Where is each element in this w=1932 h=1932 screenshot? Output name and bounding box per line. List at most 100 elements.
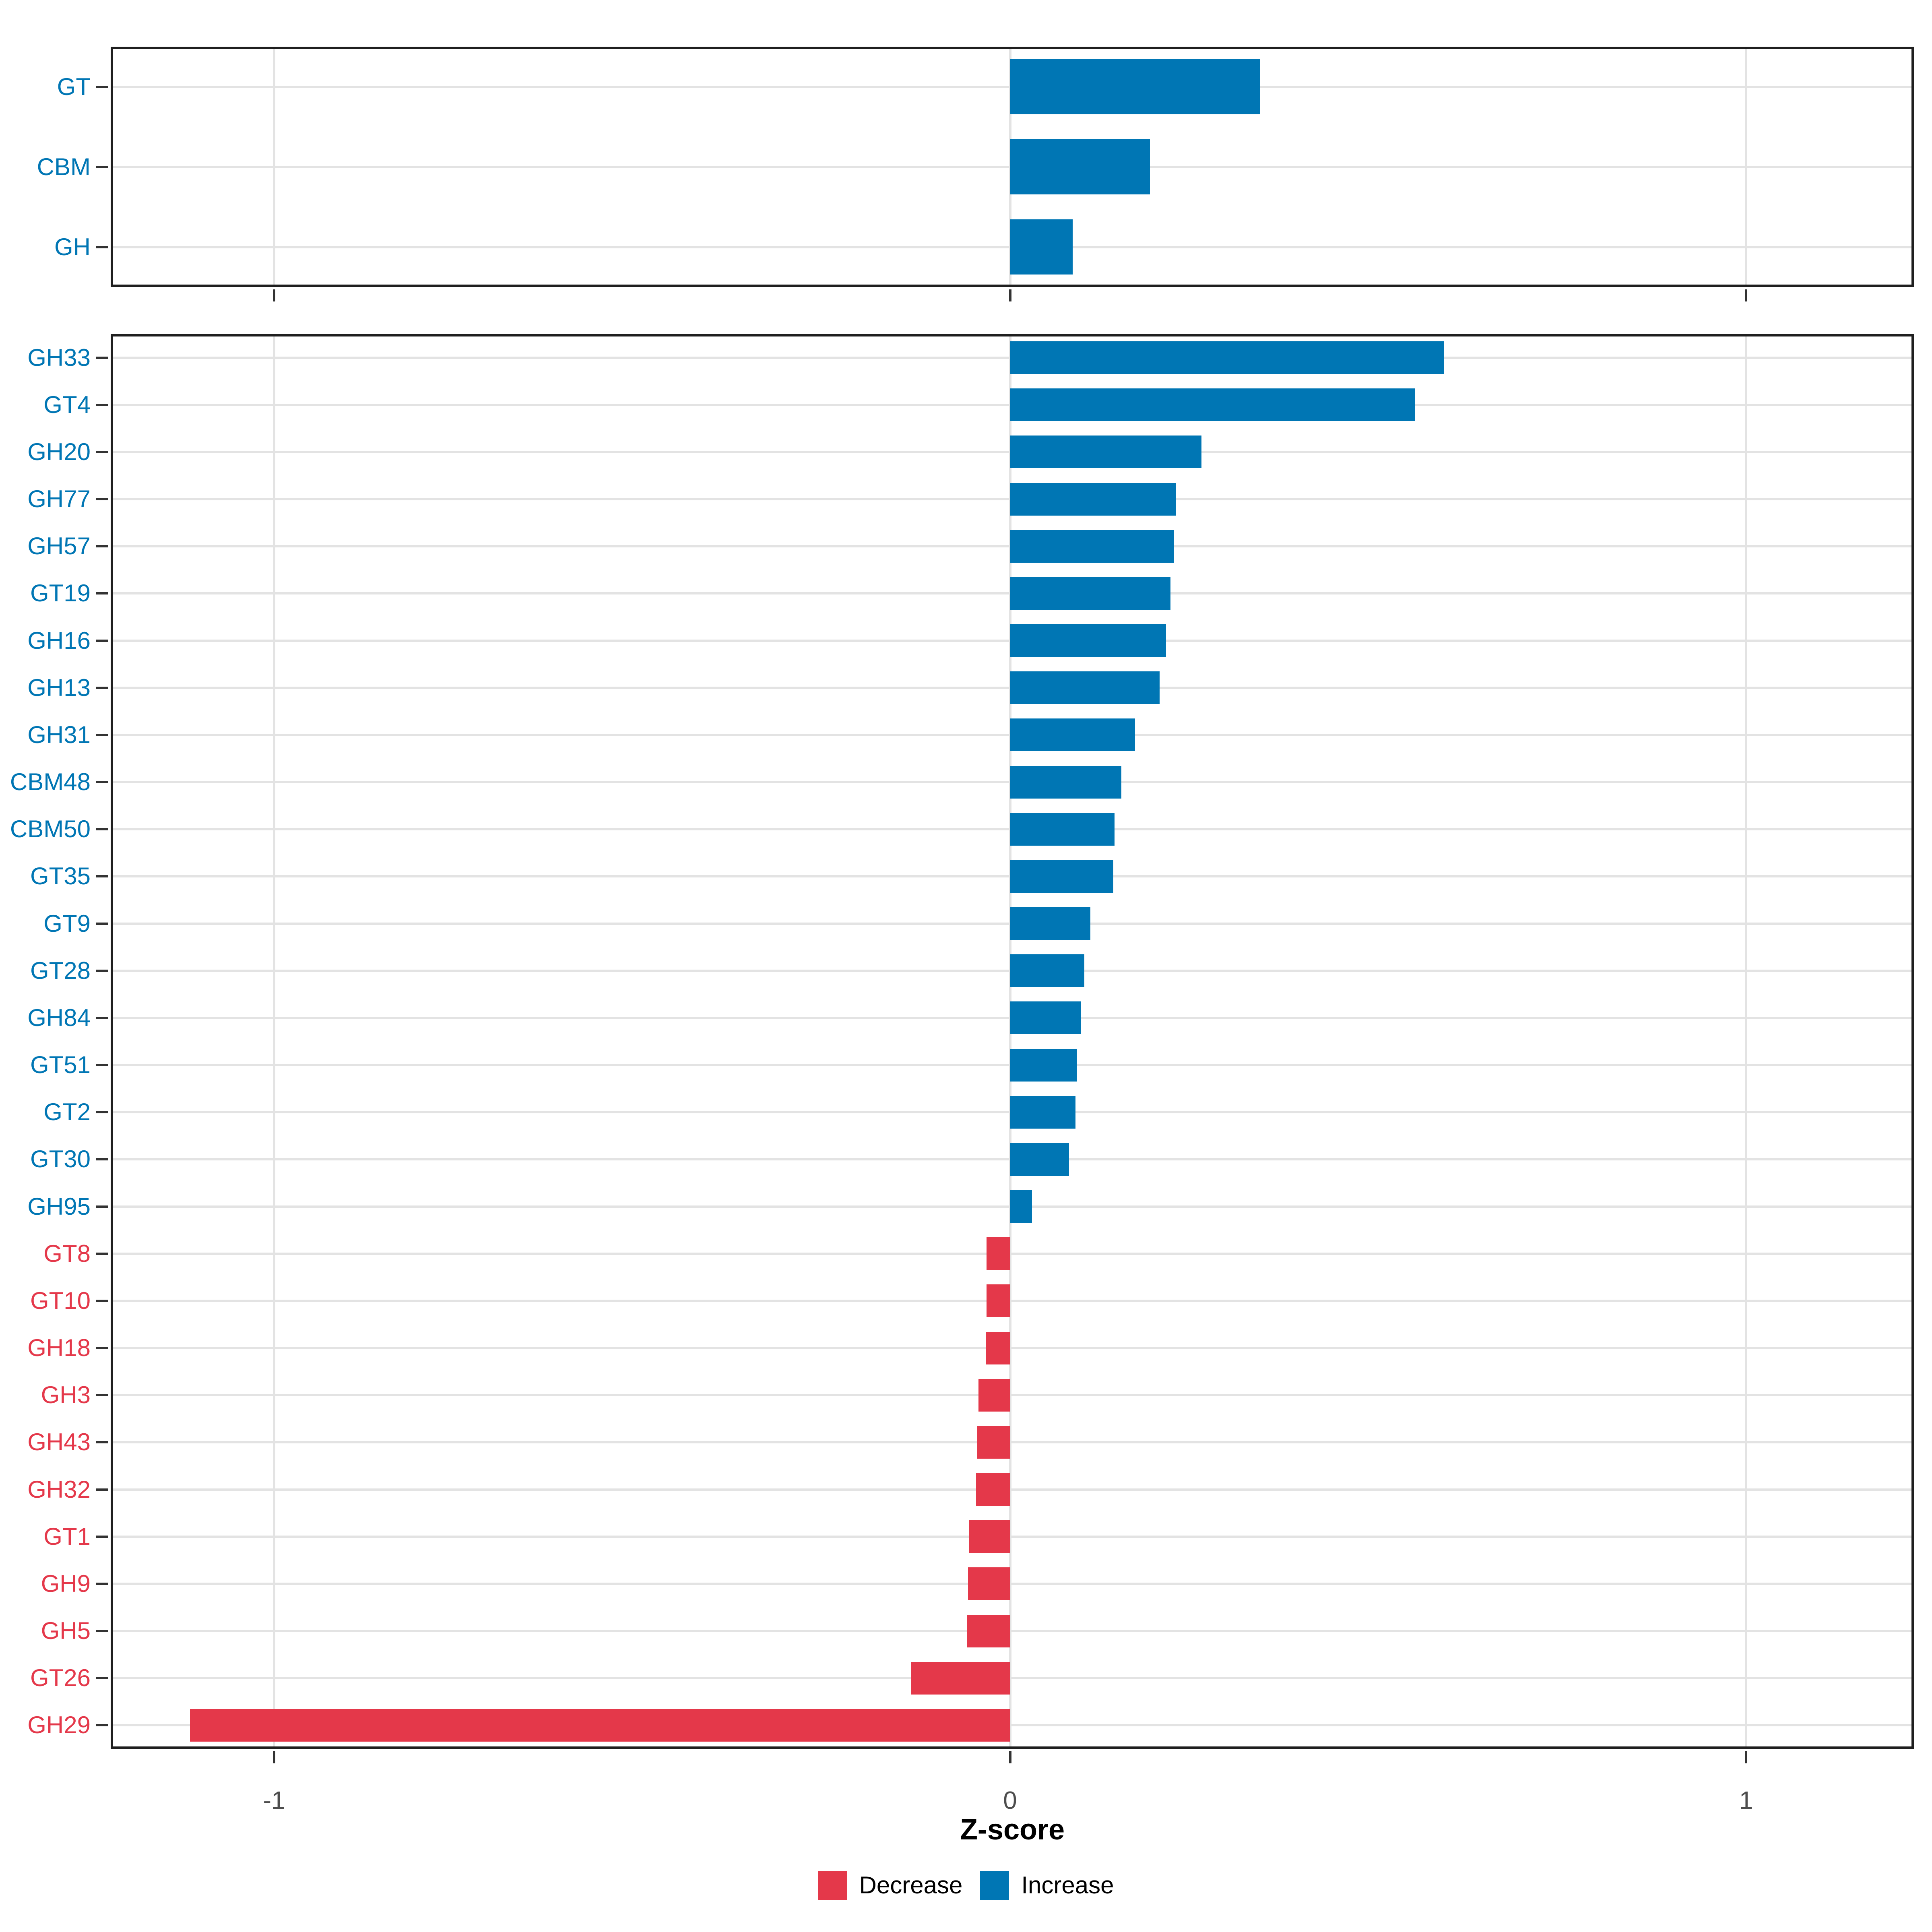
- y-axis-label-GH84: GH84: [27, 1004, 91, 1031]
- x-tick-mark: [1745, 289, 1748, 301]
- horizontal-gridline: [111, 1299, 1914, 1302]
- bar-GH29: [190, 1709, 1010, 1742]
- y-axis-label-GT10: GT10: [30, 1287, 91, 1314]
- y-tick-mark: [96, 450, 108, 453]
- bar-GH32: [976, 1473, 1010, 1506]
- y-tick-mark: [96, 1347, 108, 1350]
- y-tick-mark: [96, 1064, 108, 1067]
- bar-GT8: [987, 1237, 1010, 1270]
- y-tick-mark: [96, 686, 108, 689]
- bar-GH: [1010, 219, 1073, 275]
- bar-GH20: [1010, 436, 1201, 468]
- y-tick-mark: [96, 1582, 108, 1585]
- y-axis-label-GH57: GH57: [27, 533, 91, 559]
- horizontal-gridline: [111, 1441, 1914, 1444]
- bar-GH3: [978, 1379, 1010, 1412]
- bar-GT9: [1010, 907, 1090, 940]
- y-axis-label-GT26: GT26: [30, 1664, 91, 1691]
- y-tick-mark: [96, 1111, 108, 1114]
- x-tick-mark: [272, 289, 275, 301]
- horizontal-gridline: [111, 1630, 1914, 1633]
- horizontal-gridline: [111, 1535, 1914, 1538]
- y-tick-mark: [96, 1535, 108, 1538]
- y-tick-mark: [96, 1488, 108, 1491]
- bar-GT51: [1010, 1049, 1077, 1082]
- bar-GT4: [1010, 388, 1415, 421]
- horizontal-gridline: [111, 1394, 1914, 1397]
- bar-GT30: [1010, 1143, 1069, 1176]
- y-tick-mark: [96, 1630, 108, 1633]
- bar-GH43: [977, 1426, 1010, 1459]
- bar-GH18: [986, 1332, 1010, 1364]
- y-axis-label-GH33: GH33: [27, 344, 91, 371]
- legend: Decrease Increase: [0, 1871, 1932, 1900]
- x-tick-mark: [1009, 289, 1011, 301]
- y-axis-label-CBM50: CBM50: [10, 815, 91, 842]
- horizontal-gridline: [111, 1347, 1914, 1350]
- legend-item-increase: Increase: [980, 1871, 1114, 1900]
- bar-GT28: [1010, 954, 1085, 987]
- y-axis-label-GT1: GT1: [43, 1523, 91, 1550]
- y-tick-mark: [96, 922, 108, 925]
- x-tick-label--1: -1: [263, 1787, 285, 1814]
- y-axis-label-GT4: GT4: [43, 391, 91, 418]
- horizontal-gridline: [111, 1677, 1914, 1680]
- vertical-gridline: [1009, 334, 1011, 1749]
- x-tick-label-0: 0: [1003, 1787, 1017, 1814]
- y-tick-mark: [96, 875, 108, 878]
- y-tick-mark: [96, 639, 108, 642]
- y-tick-mark: [96, 1158, 108, 1161]
- x-axis-title: Z-score: [960, 1814, 1065, 1846]
- x-tick-mark: [1745, 1751, 1748, 1763]
- y-axis-label-GH5: GH5: [41, 1617, 91, 1644]
- legend-label-increase: Increase: [1021, 1872, 1114, 1899]
- y-tick-mark: [96, 1394, 108, 1397]
- y-axis-label-GH: GH: [54, 233, 91, 260]
- x-tick-mark: [1009, 1751, 1011, 1763]
- y-tick-mark: [96, 85, 108, 88]
- y-axis-label-GH13: GH13: [27, 674, 91, 701]
- y-axis-label-CBM: CBM: [37, 153, 91, 180]
- bar-GH57: [1010, 530, 1174, 563]
- y-axis-label-GH95: GH95: [27, 1193, 91, 1220]
- bar-GT35: [1010, 860, 1113, 893]
- bar-GT2: [1010, 1096, 1076, 1129]
- bar-GH33: [1010, 341, 1445, 374]
- bar-CBM: [1010, 139, 1150, 194]
- bar-GT19: [1010, 577, 1171, 610]
- y-axis-label-GT9: GT9: [43, 910, 91, 937]
- bar-GH31: [1010, 718, 1135, 751]
- y-tick-mark: [96, 356, 108, 359]
- bar-GT26: [910, 1662, 1010, 1695]
- horizontal-gridline: [111, 1488, 1914, 1491]
- y-tick-mark: [96, 498, 108, 501]
- y-tick-mark: [96, 1016, 108, 1019]
- y-axis-label-GT51: GT51: [30, 1051, 91, 1078]
- y-axis-label-GH29: GH29: [27, 1711, 91, 1738]
- y-axis-label-GT28: GT28: [30, 957, 91, 984]
- y-tick-mark: [96, 403, 108, 406]
- y-tick-mark: [96, 165, 108, 168]
- bar-GH13: [1010, 671, 1160, 704]
- legend-label-decrease: Decrease: [859, 1872, 963, 1899]
- y-axis-label-GH43: GH43: [27, 1428, 91, 1455]
- y-axis-label-GT19: GT19: [30, 580, 91, 607]
- y-tick-mark: [96, 1677, 108, 1680]
- y-axis-label-GH20: GH20: [27, 438, 91, 465]
- y-tick-mark: [96, 733, 108, 736]
- increase-swatch-icon: [980, 1871, 1009, 1900]
- y-tick-mark: [96, 592, 108, 595]
- y-axis-label-GH31: GH31: [27, 721, 91, 748]
- y-axis-label-GH32: GH32: [27, 1476, 91, 1503]
- y-axis-label-GH9: GH9: [41, 1570, 91, 1597]
- x-tick-mark: [272, 1751, 275, 1763]
- horizontal-gridline: [111, 1724, 1914, 1727]
- y-tick-mark: [96, 1299, 108, 1302]
- y-axis-label-GT2: GT2: [43, 1098, 91, 1125]
- y-axis-label-GT8: GT8: [43, 1240, 91, 1267]
- horizontal-gridline: [111, 1252, 1914, 1255]
- bar-GT: [1010, 59, 1261, 114]
- y-tick-mark: [96, 1252, 108, 1255]
- bar-GT10: [987, 1284, 1010, 1317]
